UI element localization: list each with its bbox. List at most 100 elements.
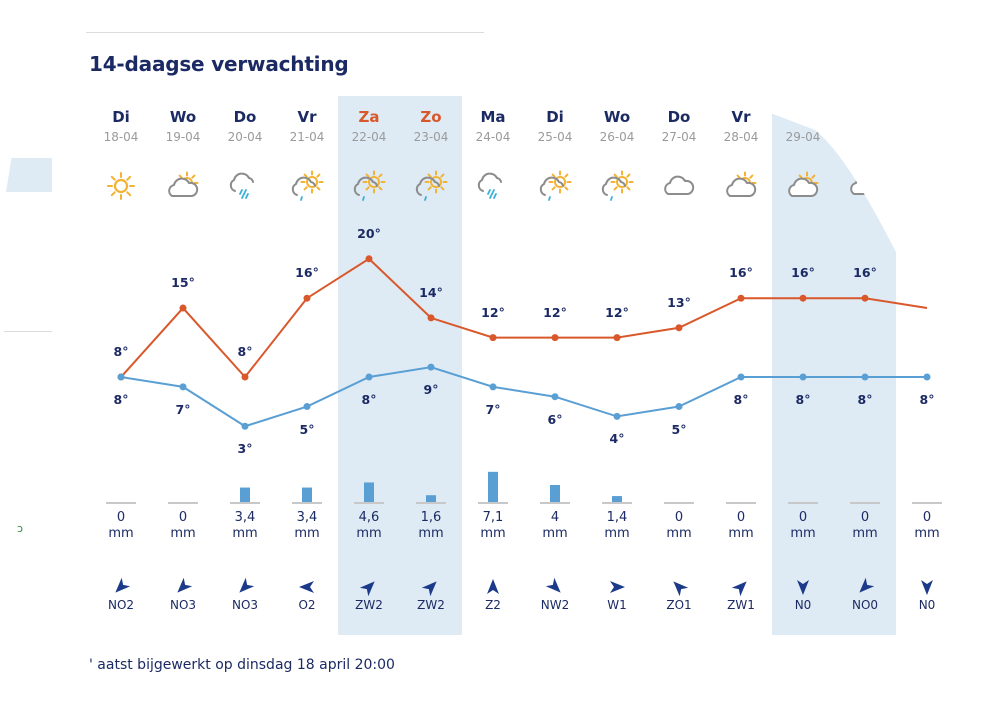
rain-unit: mm <box>542 526 568 541</box>
wind-label: NO2 <box>107 598 135 612</box>
rain-bar <box>426 495 436 502</box>
rain-unit: mm <box>418 526 444 541</box>
rain-unit: mm <box>604 526 630 541</box>
cloud-rain-icon <box>462 170 524 202</box>
rain-value: 0 <box>860 510 870 525</box>
rain-unit: mm <box>170 526 196 541</box>
rain-value: 3,4 <box>234 510 256 525</box>
rain-amount: 4,6 mm <box>338 510 400 542</box>
max-temp-label: 14° <box>419 284 443 300</box>
max-temp-line <box>120 257 928 379</box>
min-temp-label: 9° <box>423 382 439 398</box>
min-temp-label: 8° <box>857 392 873 407</box>
min-temp-label: 8° <box>919 392 935 407</box>
max-temp-point <box>551 334 559 342</box>
min-temp-point <box>489 383 497 391</box>
min-temp-label: 7° <box>485 401 501 417</box>
rain-value: 4,6 <box>358 510 380 525</box>
rain-value: 0 <box>178 510 188 525</box>
rain-amount: 0 mm <box>710 510 772 542</box>
rain-amount: 4 mm <box>524 510 586 542</box>
rain-amount: 0 mm <box>772 510 834 542</box>
max-temp-label: 13° <box>667 294 691 310</box>
rain-value: 0 <box>922 510 932 525</box>
rain-value: 0 <box>116 510 126 525</box>
rain-value: 1,4 <box>606 510 628 525</box>
day-name: Zo <box>420 108 442 126</box>
max-temp-label: 12° <box>481 304 505 320</box>
rain-amount: 0 mm <box>834 510 896 542</box>
wind-direction-icon <box>896 578 958 600</box>
wind-direction-icon <box>90 577 152 600</box>
min-temp-label: 6° <box>547 411 563 427</box>
max-temp-label: 20° <box>357 225 381 241</box>
max-temp-label: 8° <box>113 344 129 359</box>
day-name: Do <box>233 108 257 126</box>
day-name: Vr <box>297 108 317 126</box>
wind-label: N0 <box>918 598 936 612</box>
wind-direction-icon <box>400 578 462 600</box>
min-temp-point <box>551 393 559 401</box>
max-temp-point <box>799 294 807 302</box>
wind-direction-icon <box>214 577 276 600</box>
edge-glyph: ↄ <box>17 522 24 535</box>
wind-label: ZW1 <box>727 598 755 612</box>
min-temp-point <box>303 403 311 411</box>
max-temp-point <box>861 294 869 302</box>
wind-direction-icon <box>152 577 214 600</box>
day-name: Di <box>112 108 130 126</box>
rain-unit: mm <box>790 526 816 541</box>
wind-label: N0 <box>794 598 812 612</box>
rain-value: 4 <box>550 510 560 525</box>
day-name: Wo <box>169 108 197 126</box>
rain-unit: mm <box>232 526 258 541</box>
min-temp-label: 5° <box>299 421 315 437</box>
rain-bar <box>240 487 250 502</box>
max-temp-label: 16° <box>853 265 877 281</box>
rain-unit: mm <box>356 526 382 541</box>
rain-unit: mm <box>728 526 754 541</box>
min-temp-label: 8° <box>733 392 749 407</box>
wind-direction-icon <box>462 578 524 600</box>
rain-value: 3,4 <box>296 510 318 525</box>
min-temp-point <box>241 422 249 430</box>
last-updated: ' aatst bijgewerkt op dinsdag 18 april 2… <box>89 657 395 673</box>
rain-unit: mm <box>294 526 320 541</box>
rain-value: 0 <box>736 510 746 525</box>
min-temp-point <box>613 412 621 420</box>
max-temp-point <box>613 334 621 342</box>
weekend-band <box>338 96 462 635</box>
rain-value: 0 <box>674 510 684 525</box>
rain-amount: 3,4 mm <box>276 510 338 542</box>
rain-amount: 0 mm <box>152 510 214 542</box>
min-temp-label: 5° <box>671 421 687 437</box>
wind-label: NW2 <box>540 598 570 612</box>
min-temp-point <box>675 403 683 411</box>
day-name: Ma <box>480 108 506 126</box>
wind-direction-icon <box>338 578 400 600</box>
max-temp-point <box>675 324 683 332</box>
rain-unit: mm <box>480 526 506 541</box>
rain-bar <box>550 485 560 502</box>
rain-bar <box>612 496 622 502</box>
max-temp-label: 12° <box>605 304 629 320</box>
left-divider <box>4 331 52 332</box>
max-temp-point <box>489 334 497 342</box>
wind-label: NO3 <box>231 598 259 612</box>
wind-label: O2 <box>298 598 316 612</box>
wind-label: ZW2 <box>355 598 383 612</box>
min-temp-label: 4° <box>609 431 625 447</box>
sun-cloud-drizzle-icon <box>400 170 462 202</box>
max-temp-point <box>365 255 373 263</box>
rain-amount: 1,6 mm <box>400 510 462 542</box>
min-temp-line <box>120 366 927 428</box>
min-temp-point <box>799 373 807 381</box>
rain-bar <box>302 487 312 502</box>
day-date: 19-04 <box>165 130 201 144</box>
page-title: 14-daagse verwachting <box>89 52 349 76</box>
min-temp-label: 8° <box>113 392 129 407</box>
wind-direction-icon <box>772 578 834 600</box>
max-temp-point <box>241 373 249 381</box>
day-date: 18-04 <box>103 130 139 144</box>
